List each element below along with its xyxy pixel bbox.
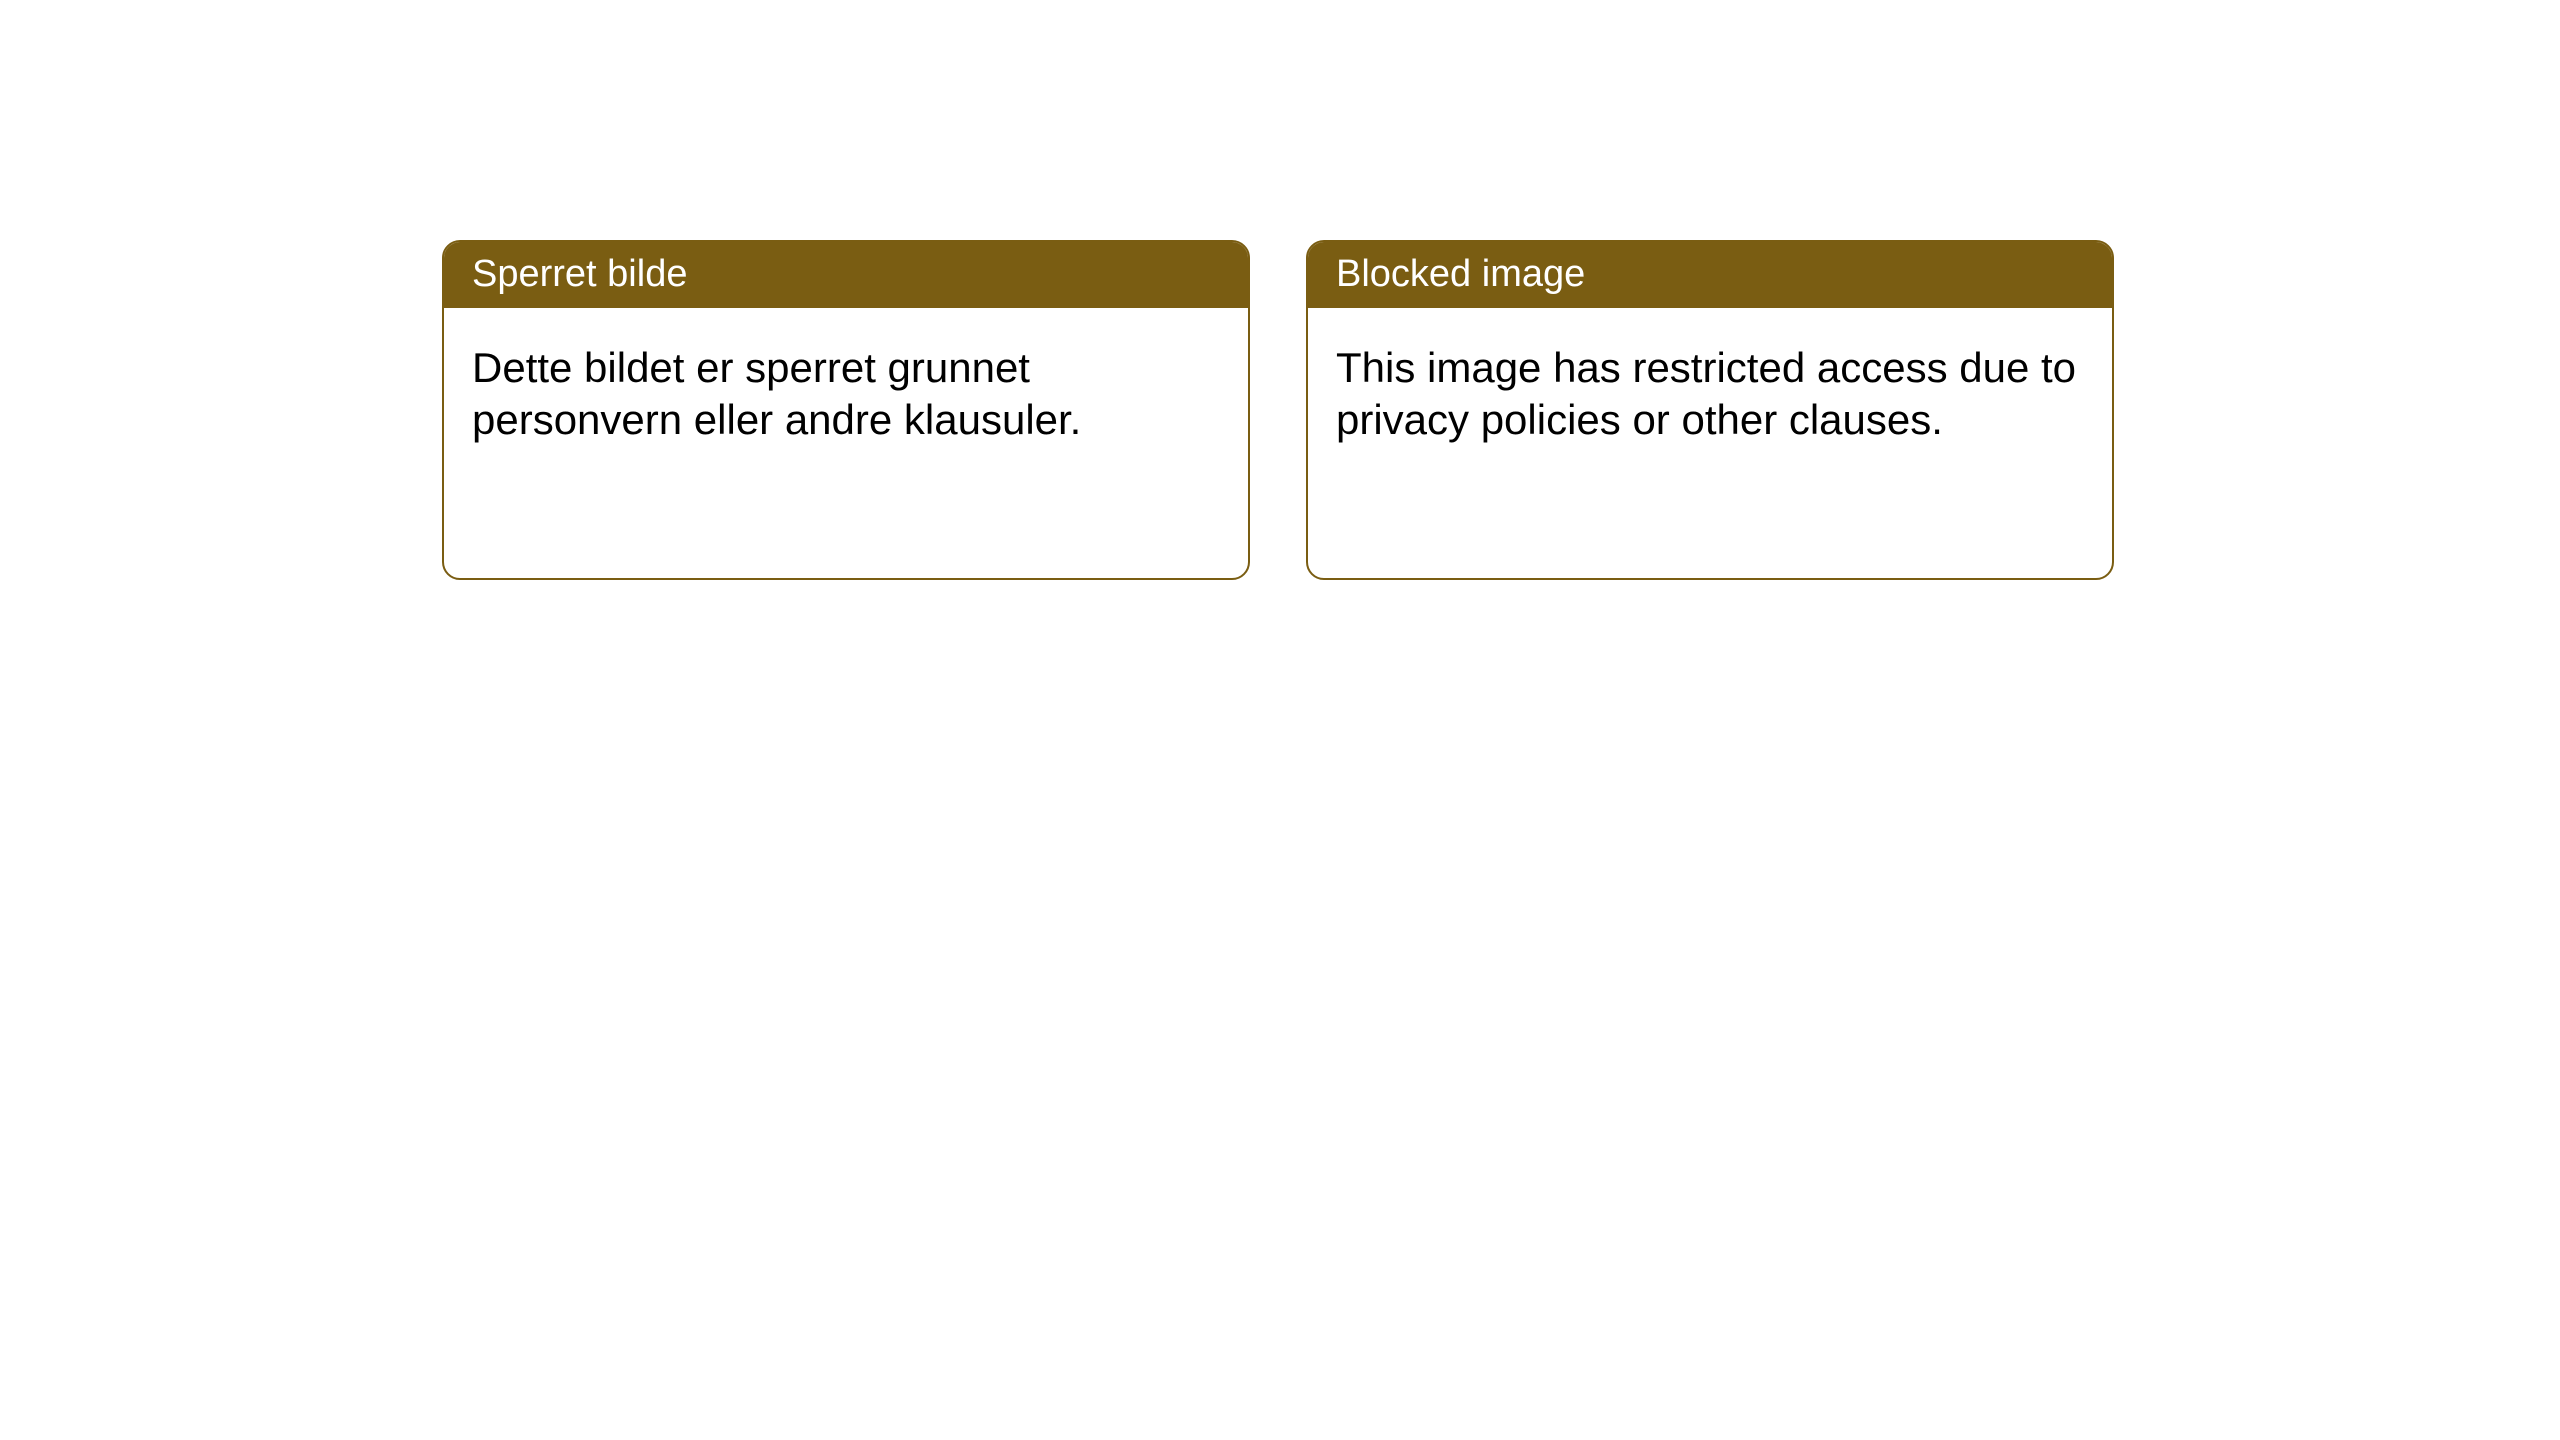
notice-container: Sperret bilde Dette bildet er sperret gr… — [0, 0, 2560, 580]
notice-header: Blocked image — [1308, 242, 2112, 308]
notice-card-norwegian: Sperret bilde Dette bildet er sperret gr… — [442, 240, 1250, 580]
notice-header: Sperret bilde — [444, 242, 1248, 308]
notice-body: This image has restricted access due to … — [1308, 308, 2112, 481]
notice-card-english: Blocked image This image has restricted … — [1306, 240, 2114, 580]
notice-body: Dette bildet er sperret grunnet personve… — [444, 308, 1248, 481]
